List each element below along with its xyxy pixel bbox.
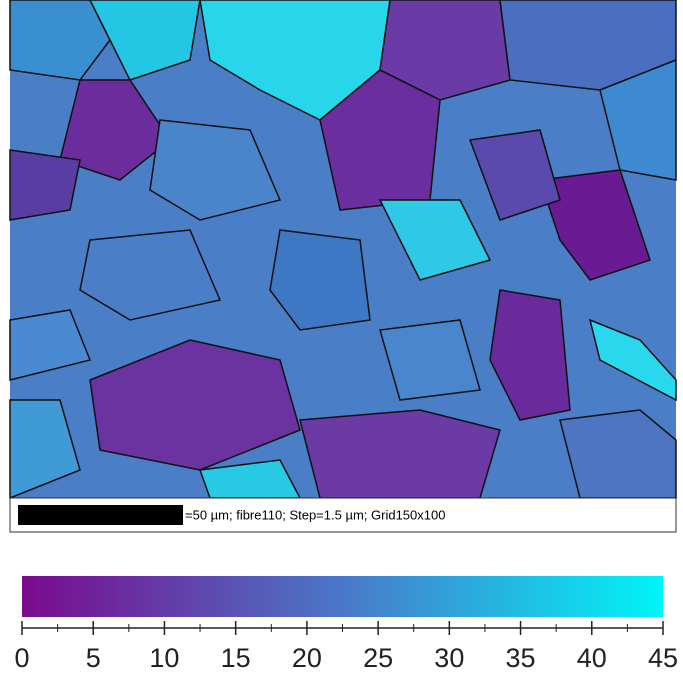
ebsd-map xyxy=(10,0,676,498)
tick-label: 35 xyxy=(506,643,536,673)
tick-label: 30 xyxy=(434,643,464,673)
tick-label: 40 xyxy=(577,643,607,673)
page: =50 µm; fibre110; Step=1.5 µm; Grid150x1… xyxy=(0,0,683,675)
tick-label: 15 xyxy=(221,643,251,673)
grain xyxy=(300,410,500,498)
tick-label: 0 xyxy=(14,643,29,673)
tick-label: 45 xyxy=(648,643,678,673)
scale-bar xyxy=(18,505,183,525)
colorbar-ticks: 0 5 10 15 20 25 30 35 40 45 xyxy=(14,621,678,673)
tick-label: 5 xyxy=(86,643,101,673)
colorbar xyxy=(22,576,663,617)
tick-label: 20 xyxy=(292,643,322,673)
scale-caption: =50 µm; fibre110; Step=1.5 µm; Grid150x1… xyxy=(185,507,445,522)
tick-label: 25 xyxy=(363,643,393,673)
tick-label: 10 xyxy=(149,643,179,673)
grain xyxy=(10,150,80,220)
